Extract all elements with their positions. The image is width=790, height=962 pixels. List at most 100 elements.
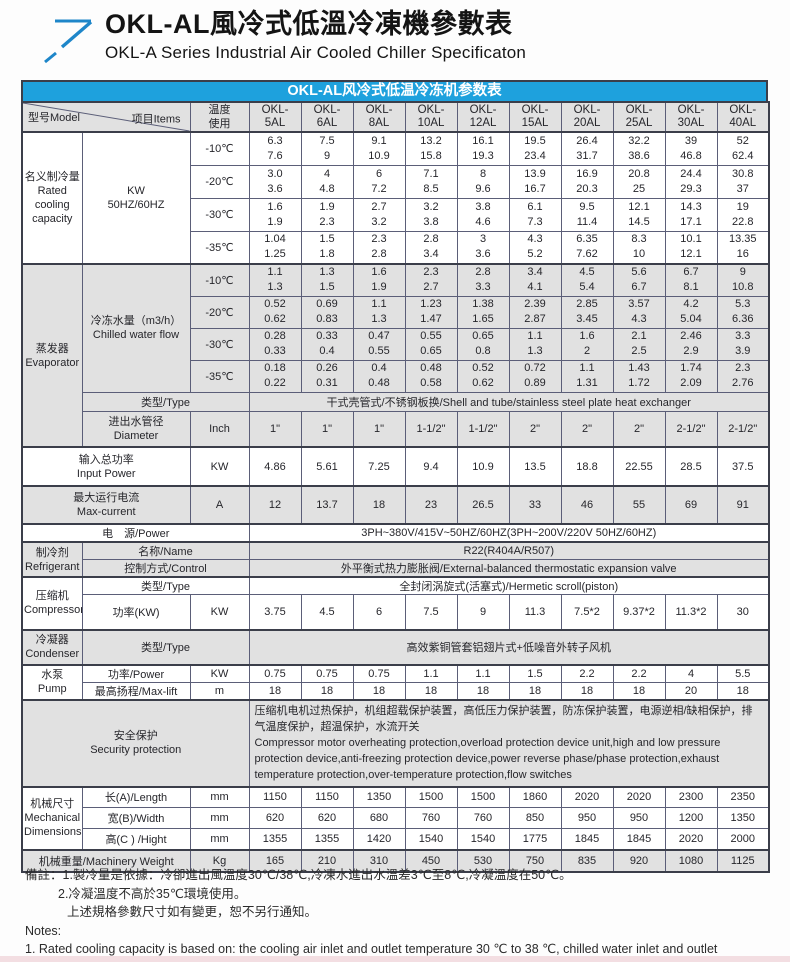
model-header-okl-12al: OKL- 12AL (456, 101, 510, 133)
dual-cell: 1.3 1.5 (300, 263, 354, 297)
dual-cell: 3.8 4.6 (456, 197, 510, 232)
condenser-type-label: 类型/Type (81, 628, 250, 665)
dual-cell: 2.3 2.76 (716, 359, 770, 393)
security-protection-paragraph: Compressor motor overheating protection,… (254, 736, 721, 782)
dual-cell: 6.35 7.62 (560, 230, 614, 265)
value-cell: 18 (456, 681, 510, 700)
value-cell: 1500 (404, 785, 458, 809)
model-header-okl-30al: OKL- 30AL (664, 101, 718, 133)
model-axis-label: 型号Model (28, 112, 80, 124)
value-cell: 7.25 (352, 446, 406, 487)
value-cell: 18 (404, 681, 458, 700)
compressor-type-label: 类型/Type (81, 576, 250, 595)
value-cell: 3.75 (248, 594, 302, 630)
dual-cell: 5.3 6.36 (716, 295, 770, 329)
dual-cell: 3.2 3.8 (404, 197, 458, 232)
dual-cell: 14.3 17.1 (664, 197, 718, 232)
dual-cell: 16.9 20.3 (560, 164, 614, 199)
value-cell: 1150 (248, 785, 302, 809)
value-cell: 13.7 (300, 485, 354, 525)
dual-cell: 19 22.8 (716, 197, 770, 232)
machinery-weight-row: 机械重量/Machinery Weight Kg 165 210 310 450 530 75… (21, 848, 770, 873)
dual-cell: 6.1 7.3 (508, 197, 562, 232)
dual-cell: 1.6 2 (560, 327, 614, 361)
value-cell: 9.4 (404, 446, 458, 487)
dual-cell: 0.4 0.48 (352, 359, 406, 393)
compressor-power-row: 功率(KW) KW 3.75 4.5 6 7.5 9 11.3 7.5*2 9.37*2 11.3*… (22, 594, 770, 630)
dual-cell: 1.6 1.9 (248, 197, 302, 232)
value-cell: 9.37*2 (612, 594, 666, 630)
value-cell: 1.5 (508, 663, 562, 683)
refrigerant-name-label: 名称/Name (81, 541, 250, 560)
value-cell: 1540 (404, 828, 458, 851)
refrigerant-name-value: R22(R404A/R507) (248, 541, 770, 560)
value-cell: 1125 (716, 848, 770, 873)
chilled-water-minus30-row: -30℃ 0.28 0.33 0.33 0.4 0.47 0.55 0.55 0.65 0.65 0… (22, 327, 770, 361)
dual-cell: 2.39 2.87 (508, 295, 562, 329)
value-cell: 12 (248, 485, 302, 525)
value-cell: 2" (508, 410, 562, 448)
value-cell: 2-1/2" (664, 410, 718, 448)
max-current-label: 最大运行电流 Max-current (21, 485, 191, 525)
value-cell: 1" (300, 410, 354, 448)
value-cell: 750 (508, 848, 562, 873)
dual-cell: 4 4.8 (300, 164, 354, 199)
dual-cell: 1.1 1.3 (352, 295, 406, 329)
dual-cell: 26.4 31.7 (560, 131, 614, 166)
security-protection-value: 压缩机电机过热保护，机组超载保护装置，高低压力保护装置，防冻保护装置，电源逆相/… (248, 698, 770, 788)
temp-minus35-label: -35℃ (189, 230, 250, 265)
temperature-usage-header: 温度 使用 (189, 101, 250, 133)
dual-cell: 2.3 2.8 (352, 230, 406, 265)
value-cell: 2" (612, 410, 666, 448)
rated-cooling-minus10-row: 名义制冷量 Rated cooling capacity KW 50HZ/60HZ -10℃… (21, 131, 770, 265)
value-cell: 2.2 (612, 663, 666, 683)
dual-cell: 19.5 23.4 (508, 131, 562, 166)
mech-width-row: 宽(B)/Width mm 620 620 680 760 760 850 950 950 1200… (22, 807, 770, 830)
dual-cell: 7.1 8.5 (404, 164, 458, 199)
model-header-okl-8al: OKL- 8AL (352, 101, 406, 133)
value-cell: 1.1 (404, 663, 458, 683)
input-power-unit: KW (189, 446, 250, 487)
dual-cell: 10.1 12.1 (664, 230, 718, 265)
length-label: 长(A)/Length (81, 785, 191, 809)
value-cell: 620 (248, 807, 302, 830)
spec-table: 型号Model 项目Items 温度 使用 OKL- 5AL OKL- 6AL OKL- 8AL O… (21, 101, 770, 873)
note-line: 備註：1.製冷量是依據：冷卻進出風溫度30℃/38℃,冷凍水進出水溫差3℃至8℃… (25, 868, 572, 882)
dual-cell: 0.72 0.89 (508, 359, 562, 393)
value-cell: 760 (404, 807, 458, 830)
value-cell: 1845 (612, 828, 666, 851)
dual-cell: 4.5 5.4 (560, 263, 614, 297)
dual-cell: 6 7.2 (352, 164, 406, 199)
value-cell: 4.86 (248, 446, 302, 487)
dual-cell: 3.3 3.9 (716, 327, 770, 361)
spec-table-container: OKL-AL风冷式低温冷冻机参数表 型号Model 项目Items 温度 使用 OKL-… (21, 80, 770, 873)
note-line: 上述規格參數尺寸如有變更，恕不另行通知。 (67, 905, 318, 919)
dual-cell: 2.46 2.9 (664, 327, 718, 361)
rated-cooling-label: 名义制冷量 Rated cooling capacity (21, 131, 83, 265)
value-cell: 920 (612, 848, 666, 873)
value-cell: 18 (248, 681, 302, 700)
dual-cell: 1.1 1.3 (508, 327, 562, 361)
temp-minus10-label: -10℃ (189, 131, 250, 166)
dual-cell: 0.33 0.4 (300, 327, 354, 361)
model-header-okl-20al: OKL- 20AL (560, 101, 614, 133)
value-cell: 18 (560, 681, 614, 700)
page-title-en: OKL-A Series Industrial Air Cooled Chill… (105, 42, 527, 62)
dual-cell: 2.85 3.45 (560, 295, 614, 329)
value-cell: 13.5 (508, 446, 562, 487)
value-cell: 680 (352, 807, 406, 830)
mech-length-row: 机械尺寸 Mechanical Dimensions 长(A)/Length mm 115… (21, 785, 770, 851)
refrigerant-label: 制冷剂 Refrigerant (21, 541, 83, 578)
compressor-type-value: 全封闭涡旋式(活塞式)/Hermetic scroll(piston) (248, 576, 770, 595)
brand-arrow-icon (42, 14, 96, 64)
value-cell: 46 (560, 485, 614, 525)
machinery-weight-label: 机械重量/Machinery Weight (21, 848, 191, 873)
value-cell: 2.2 (560, 663, 614, 683)
dual-cell: 32.2 38.6 (612, 131, 666, 166)
note-line: Notes: (25, 923, 62, 938)
value-cell: 18 (612, 681, 666, 700)
chilled-water-flow-label: 冷冻水量（m3/h） Chilled water flow (81, 263, 191, 393)
diameter-row: 进出水管径 Diameter Inch 1" 1" 1" 1-1/2" 1-1/2" 2" 2" 2… (22, 410, 770, 448)
refrigerant-control-label: 控制方式/Control (81, 559, 250, 578)
value-cell: 1080 (664, 848, 718, 873)
